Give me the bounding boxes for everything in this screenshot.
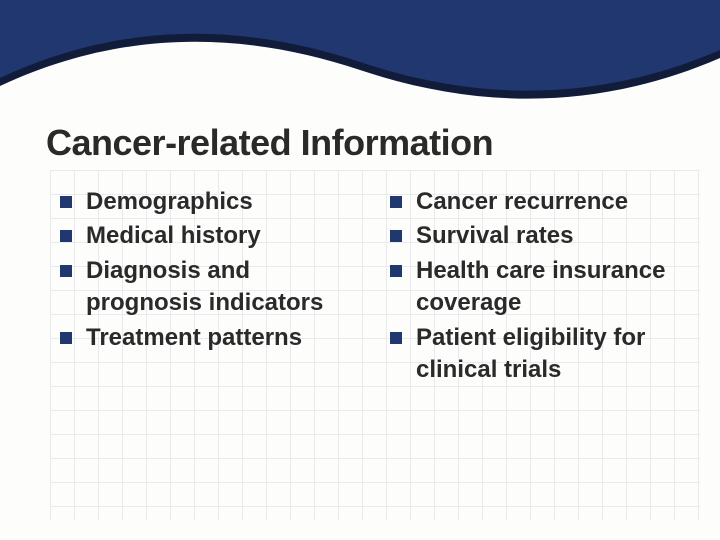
- list-item: Cancer recurrence: [390, 186, 680, 218]
- list-item: Demographics: [60, 186, 350, 218]
- list-item: Diagnosis and prognosis indicators: [60, 255, 350, 320]
- list-item-text: Medical history: [86, 220, 261, 252]
- square-bullet-icon: [390, 265, 402, 277]
- right-column: Cancer recurrenceSurvival ratesHealth ca…: [390, 186, 680, 388]
- list-item: Survival rates: [390, 220, 680, 252]
- square-bullet-icon: [390, 196, 402, 208]
- list-item-text: Cancer recurrence: [416, 186, 628, 218]
- left-list: DemographicsMedical historyDiagnosis and…: [60, 186, 350, 354]
- square-bullet-icon: [390, 230, 402, 242]
- square-bullet-icon: [60, 332, 72, 344]
- square-bullet-icon: [60, 196, 72, 208]
- right-list: Cancer recurrenceSurvival ratesHealth ca…: [390, 186, 680, 386]
- list-item-text: Treatment patterns: [86, 322, 302, 354]
- square-bullet-icon: [390, 332, 402, 344]
- list-item: Patient eligibility for clinical trials: [390, 322, 680, 387]
- list-item: Treatment patterns: [60, 322, 350, 354]
- square-bullet-icon: [60, 265, 72, 277]
- slide-banner: [0, 0, 720, 108]
- list-item-text: Demographics: [86, 186, 253, 218]
- list-item-text: Diagnosis and prognosis indicators: [86, 255, 350, 320]
- list-item: Health care insurance coverage: [390, 255, 680, 320]
- content-columns: DemographicsMedical historyDiagnosis and…: [0, 186, 720, 388]
- list-item-text: Health care insurance coverage: [416, 255, 680, 320]
- square-bullet-icon: [60, 230, 72, 242]
- list-item: Medical history: [60, 220, 350, 252]
- left-column: DemographicsMedical historyDiagnosis and…: [60, 186, 350, 388]
- list-item-text: Patient eligibility for clinical trials: [416, 322, 680, 387]
- slide-title: Cancer-related Information: [46, 122, 720, 164]
- list-item-text: Survival rates: [416, 220, 573, 252]
